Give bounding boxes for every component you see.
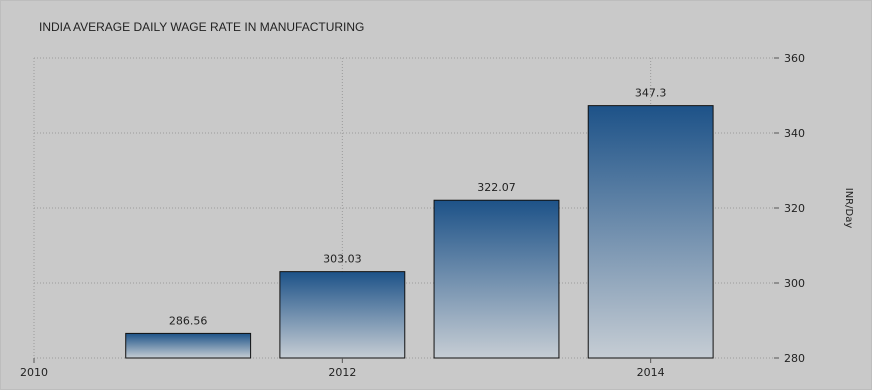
data-label-2011: 286.56 (169, 314, 208, 327)
x-tick-label: 2010 (20, 366, 48, 379)
x-tick-label: 2012 (328, 366, 356, 379)
x-axis-ticks: 2010 2012 2014 (20, 358, 665, 379)
y-tick-label: 340 (784, 127, 805, 140)
chart-title: INDIA AVERAGE DAILY WAGE RATE IN MANUFAC… (39, 20, 364, 34)
bar-2012 (279, 271, 406, 359)
y-tick-label: 360 (784, 52, 805, 65)
y-tick-label: 280 (784, 352, 805, 365)
data-label-2012: 303.03 (323, 253, 362, 266)
bars (125, 105, 714, 359)
bar-2014 (587, 105, 714, 359)
bar-2011 (125, 332, 252, 359)
data-label-2014: 347.3 (635, 87, 667, 100)
y-axis-ticks: 280 300 320 340 360 (774, 52, 805, 365)
y-axis-label: INR/Day (843, 188, 854, 229)
data-labels: 286.56 303.03 322.07 347.3 (169, 87, 667, 328)
data-label-2013: 322.07 (477, 181, 516, 194)
y-tick-label: 300 (784, 277, 805, 290)
bar-2013 (433, 199, 560, 359)
y-tick-label: 320 (784, 202, 805, 215)
x-tick-label: 2014 (637, 366, 665, 379)
